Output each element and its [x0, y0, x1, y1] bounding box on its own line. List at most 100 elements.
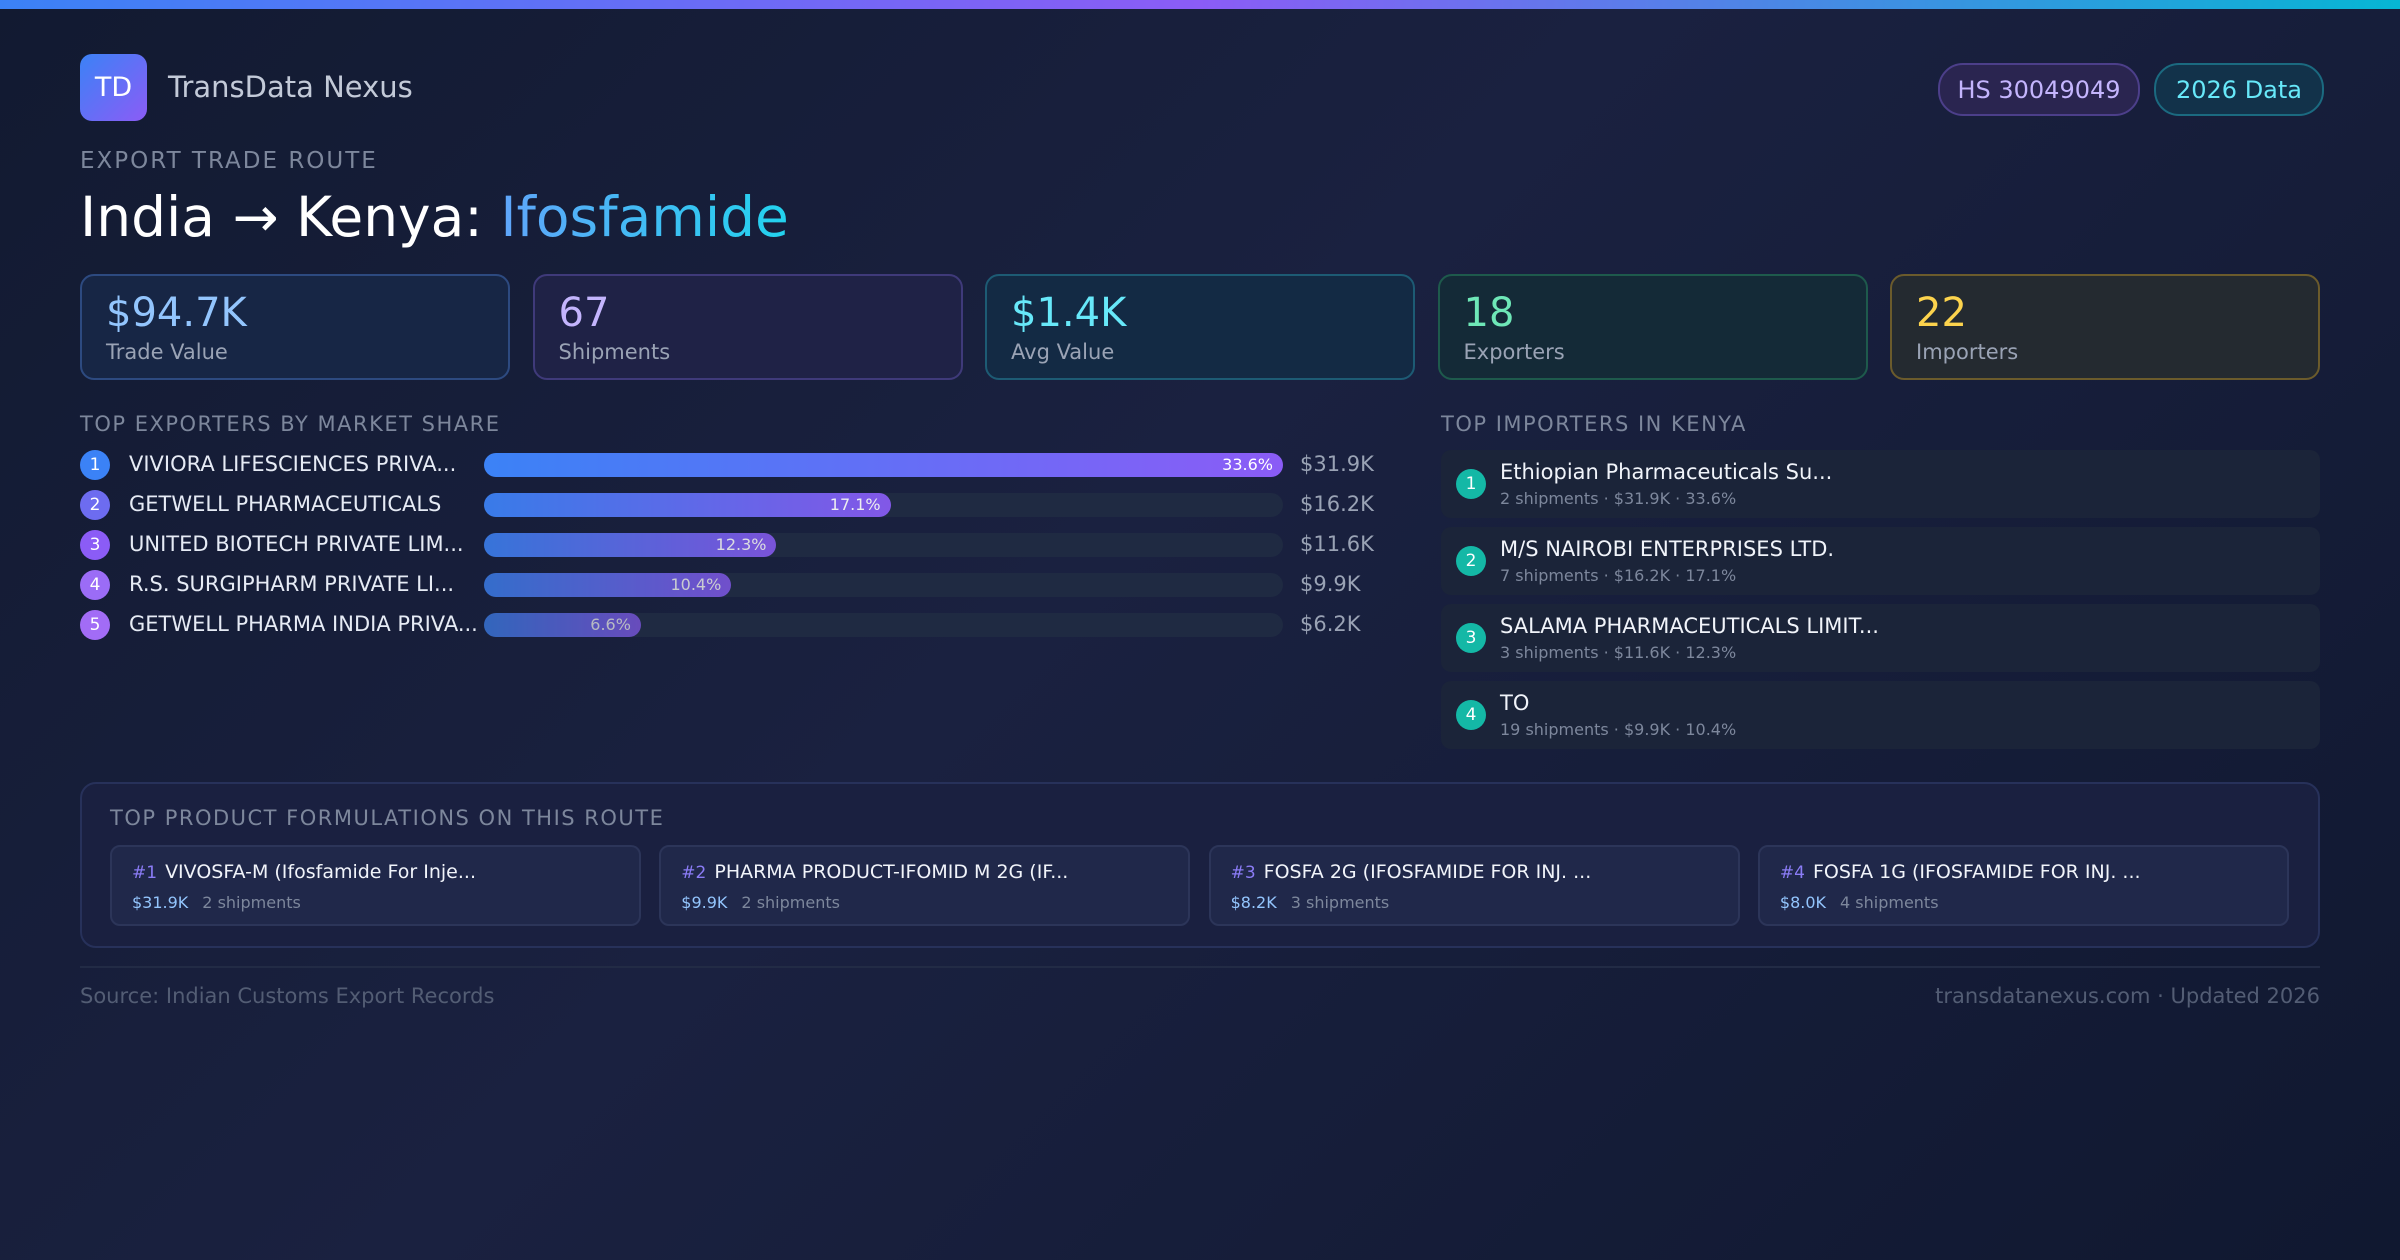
importer-detail: 3 shipments · $11.6K · 12.3%: [1500, 643, 1737, 662]
importer-card: 3 SALAMA PHARMACEUTICALS LIMIT... 3 shipme…: [1441, 604, 2320, 672]
eyebrow: EXPORT TRADE ROUTE: [80, 148, 378, 174]
rank-badge: 1: [1456, 469, 1486, 499]
importer-detail: 19 shipments · $9.9K · 10.4%: [1500, 720, 1737, 739]
brand: TransData Nexus: [168, 70, 413, 104]
product-value: $31.9K: [132, 893, 189, 912]
divider: [80, 966, 2320, 968]
logo: TD: [80, 54, 147, 121]
title-route: India → Kenya:: [80, 185, 483, 249]
exporter-value: $9.9K: [1300, 572, 1361, 596]
importer-card: 1 Ethiopian Pharmaceuticals Su... 2 shipme…: [1441, 450, 2320, 518]
product-shipments: 3 shipments: [1290, 893, 1390, 912]
product-name: VIVOSFA-M (Ifosfamide For Inje...: [165, 861, 476, 883]
stat-card: 67 Shipments: [532, 274, 963, 380]
share-label: 12.3%: [715, 535, 767, 554]
product-name: FOSFA 1G (IFOSFAMIDE FOR INJ. ...: [1812, 861, 2141, 883]
share-bar: 17.1%: [484, 493, 891, 517]
hs-badge[interactable]: HS 30049049: [1938, 63, 2140, 116]
exporter-value: $31.9K: [1300, 452, 1374, 476]
stat-value: 18: [1463, 290, 1515, 336]
stat-label: Exporters: [1463, 340, 1565, 364]
footer-source: Source: Indian Customs Export Records: [80, 984, 495, 1008]
rank-badge: 2: [1456, 546, 1486, 576]
rank-badge: 1: [80, 450, 110, 480]
product-meta: $31.9K 2 shipments: [132, 893, 301, 912]
stat-value: 22: [1916, 290, 1967, 336]
bar-track: 6.6%: [484, 613, 1283, 637]
rank-badge: 4: [80, 570, 110, 600]
product-value: $8.0K: [1779, 893, 1827, 912]
product-rank: #1: [132, 863, 158, 883]
product-card: #2 PHARMA PRODUCT-IFOMID M 2G (IF... $9.9K…: [659, 845, 1191, 926]
importer-card: 2 M/S NAIROBI ENTERPRISES LTD. 7 shipments…: [1441, 527, 2320, 595]
exporter-value: $6.2K: [1300, 612, 1361, 636]
exporter-name: GETWELL PHARMACEUTICALS: [129, 492, 442, 516]
exporter-name: VIVIORA LIFESCIENCES PRIVA...: [129, 452, 457, 476]
section-heading: TOP PRODUCT FORMULATIONS ON THIS ROUTE: [110, 806, 665, 830]
share-label: 10.4%: [670, 575, 722, 594]
importer-detail: 7 shipments · $16.2K · 17.1%: [1500, 566, 1737, 585]
product-shipments: 4 shipments: [1840, 893, 1939, 912]
product-rank: #4: [1779, 863, 1805, 883]
product-rank: #3: [1230, 863, 1256, 883]
share-bar: 12.3%: [484, 533, 777, 557]
stat-card: 22 Importers: [1890, 274, 2320, 380]
product-line: #1 VIVOSFA-M (Ifosfamide For Inje...: [132, 861, 476, 883]
product-shipments: 2 shipments: [741, 893, 840, 912]
product-name: PHARMA PRODUCT-IFOMID M 2G (IF...: [714, 861, 1069, 883]
product-rank: #2: [681, 863, 707, 883]
product-line: #3 FOSFA 2G (IFOSFAMIDE FOR INJ. ...: [1231, 861, 1592, 883]
stat-label: Importers: [1916, 340, 2019, 364]
rank-badge: 3: [80, 530, 110, 560]
footer-site: transdatanexus.com · Updated 2026: [1935, 984, 2320, 1008]
bar-track: 12.3%: [484, 533, 1283, 557]
product-line: #2 PHARMA PRODUCT-IFOMID M 2G (IF...: [681, 861, 1068, 883]
rank-badge: 3: [1456, 623, 1486, 653]
product-value: $8.2K: [1230, 893, 1277, 912]
rank-badge: 5: [80, 610, 110, 640]
stat-card: $94.7K Trade Value: [80, 274, 510, 380]
bar-track: 17.1%: [484, 493, 1283, 517]
stat-value: 67: [558, 290, 610, 336]
importer-detail: 2 shipments · $31.9K · 33.6%: [1500, 489, 1737, 508]
rank-badge: 2: [80, 490, 110, 520]
accent-bar: [0, 0, 2400, 9]
year-badge[interactable]: 2026 Data: [2154, 63, 2324, 116]
importer-name: SALAMA PHARMACEUTICALS LIMIT...: [1500, 614, 1879, 638]
stat-card: 18 Exporters: [1437, 274, 1868, 380]
bar-track: 33.6%: [484, 453, 1283, 477]
importer-name: M/S NAIROBI ENTERPRISES LTD.: [1500, 537, 1835, 561]
importer-name: Ethiopian Pharmaceuticals Su...: [1500, 460, 1833, 484]
title: India → Kenya: Ifosfamide: [80, 185, 789, 249]
bar-track: 10.4%: [484, 573, 1283, 597]
stat-label: Trade Value: [106, 340, 228, 364]
share-label: 17.1%: [829, 495, 881, 514]
stat-value: $1.4K: [1011, 290, 1127, 336]
product-card: #4 FOSFA 1G (IFOSFAMIDE FOR INJ. ... $8.0K…: [1757, 845, 2289, 926]
stat-label: Avg Value: [1011, 340, 1115, 364]
title-product: Ifosfamide: [500, 185, 789, 249]
product-value: $9.9K: [681, 893, 728, 912]
exporter-name: UNITED BIOTECH PRIVATE LIM...: [129, 532, 464, 556]
product-line: #4 FOSFA 1G (IFOSFAMIDE FOR INJ. ...: [1780, 861, 2141, 883]
exporter-value: $16.2K: [1300, 492, 1374, 516]
product-meta: $9.9K 2 shipments: [681, 893, 840, 912]
product-shipments: 2 shipments: [202, 893, 301, 912]
stat-label: Shipments: [558, 340, 671, 364]
exporter-name: GETWELL PHARMA INDIA PRIVA...: [129, 612, 478, 636]
share-bar: 33.6%: [484, 453, 1283, 477]
product-card: #3 FOSFA 2G (IFOSFAMIDE FOR INJ. ... $8.2K…: [1208, 845, 1740, 926]
product-meta: $8.2K 3 shipments: [1231, 893, 1390, 912]
stat-value: $94.7K: [106, 290, 247, 336]
share-label: 6.6%: [590, 615, 631, 634]
stat-card: $1.4K Avg Value: [985, 274, 1415, 380]
product-name: FOSFA 2G (IFOSFAMIDE FOR INJ. ...: [1263, 861, 1592, 883]
rank-badge: 4: [1456, 700, 1486, 730]
share-label: 33.6%: [1222, 455, 1273, 474]
exporter-name: R.S. SURGIPHARM PRIVATE LI...: [129, 572, 455, 596]
share-bar: 10.4%: [484, 573, 732, 597]
importer-card: 4 TO 19 shipments · $9.9K · 10.4%: [1441, 681, 2320, 749]
share-bar: 6.6%: [484, 613, 641, 637]
product-card: #1 VIVOSFA-M (Ifosfamide For Inje... $31.9…: [110, 845, 641, 926]
